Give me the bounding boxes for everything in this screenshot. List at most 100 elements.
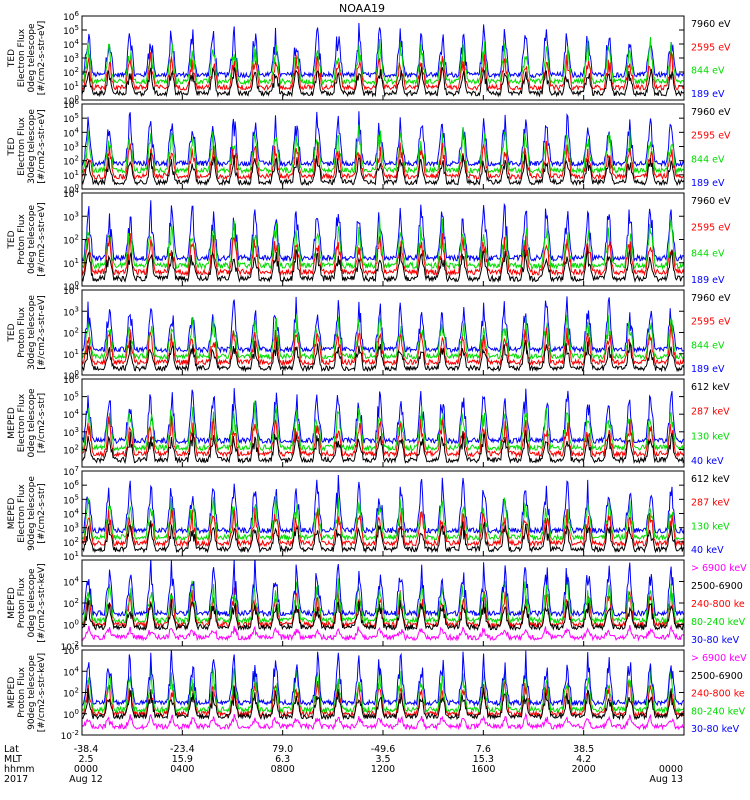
legend-item: 80-240 keV — [691, 617, 746, 628]
legend-item: 2595 eV — [691, 131, 731, 142]
y-tick-label: 102 — [63, 687, 79, 700]
panel-1-ylabel: TEDElectron Flux0deg telescope[#/cm2-s-s… — [7, 21, 47, 96]
x-tick-label: 2.5 — [78, 754, 93, 765]
y-tick-label: 100 — [63, 94, 79, 107]
y-tick-label: 105 — [63, 493, 79, 506]
legend-item: 7960 eV — [691, 196, 731, 207]
x-tick-label: 2000 — [572, 764, 596, 775]
y-tick-label: 103 — [63, 305, 79, 318]
y-tick-label: 102 — [63, 155, 79, 168]
x-tick-label: 4.2 — [576, 754, 591, 765]
panel-1-traces — [82, 22, 684, 98]
legend-item: 189 eV — [691, 178, 725, 189]
panel-4-traces — [82, 296, 684, 373]
y-tick-label: 103 — [63, 522, 79, 535]
series-green — [82, 400, 684, 453]
y-tick-label: 102 — [63, 536, 79, 549]
legend-item: 844 eV — [691, 340, 725, 351]
panel-2-traces — [82, 111, 684, 187]
y-tick-label: 106 — [63, 644, 79, 657]
legend-item: 7960 eV — [691, 107, 731, 118]
panel-2-ylabel: TEDElectron Flux30deg telescope[#/cm2-s-… — [7, 109, 47, 184]
legend-item: 2500-6900 — [691, 581, 743, 592]
y-tick-label: 106 — [63, 10, 79, 23]
series-blue — [82, 474, 684, 535]
chart-title: NOAA19 — [339, 2, 385, 15]
y-tick-label: 100 — [63, 280, 79, 293]
x-tick-label: 1600 — [471, 764, 495, 775]
series-blue — [82, 388, 684, 445]
y-tick-label: 104 — [63, 408, 79, 421]
legend-item: 30-80 keV — [691, 724, 740, 735]
x-tick-label: Aug 13 — [649, 774, 683, 785]
panel-7-traces — [82, 560, 684, 642]
legend-item: 2500-6900 — [691, 671, 743, 682]
series-green — [82, 664, 684, 714]
series-blue — [82, 111, 684, 168]
series-green — [82, 36, 684, 86]
panel-4: 100 101 102 103 104 TEDProton Flux30deg teles… — [7, 284, 731, 382]
series-blue — [82, 560, 684, 618]
y-tick-label: 102 — [63, 443, 79, 456]
series-blue — [82, 296, 684, 354]
panel-8-ylabel: MEPEDProton Flux90deg telescope[#/cm2-s-… — [7, 653, 47, 732]
panel-5: 102 103 104 105 106 MEPEDElectron Flux0deg te… — [7, 373, 730, 468]
legend-item: 40 keV — [691, 456, 724, 467]
legend-item: 189 eV — [691, 89, 725, 100]
series-black — [82, 430, 684, 465]
x-tick-label: 0800 — [271, 764, 295, 775]
panel-6-traces — [82, 474, 684, 554]
panel-5-ylabel: MEPEDElectron Flux0deg telescope[#/cm2-s… — [7, 388, 47, 458]
y-tick-label: 102 — [63, 66, 79, 79]
series-black — [82, 153, 684, 187]
legend-item: 844 eV — [691, 66, 725, 77]
x-tick-label: 15.3 — [473, 754, 494, 765]
x-tick-label: 79.0 — [272, 744, 293, 755]
panel-7-ylabel: MEPEDProton Flux0deg telescope[#/cm2-s-s… — [7, 563, 47, 642]
y-tick-label: 106 — [63, 479, 79, 492]
x-tick-label: 3.5 — [375, 754, 390, 765]
y-tick-label: 101 — [63, 257, 79, 270]
y-tick-label: 100 — [63, 183, 79, 196]
y-tick-label: 104 — [63, 187, 79, 200]
legend-item: 130 keV — [691, 521, 730, 532]
series-black — [82, 246, 684, 283]
y-tick-label: 101 — [63, 348, 79, 361]
legend-item: 80-240 keV — [691, 706, 746, 717]
series-red — [82, 51, 684, 92]
y-tick-label: 100 — [63, 369, 79, 382]
legend-item: 189 eV — [691, 364, 725, 375]
panel-8: 10-2 100 102 104 106 MEPEDProton Flux90deg te… — [7, 644, 747, 742]
y-tick-label: 104 — [63, 284, 79, 297]
legend-item: 612 keV — [691, 382, 730, 393]
series-black — [82, 520, 684, 554]
y-tick-label: 102 — [63, 327, 79, 340]
y-tick-label: 10-2 — [61, 729, 79, 742]
panel-3: 100 101 102 103 104 TEDProton Flux0deg telesc… — [7, 187, 731, 293]
y-tick-label: 102 — [63, 234, 79, 247]
legend-item: 844 eV — [691, 154, 725, 165]
x-tick-label: 1200 — [371, 764, 395, 775]
panel-5-traces — [82, 388, 684, 465]
series-red — [82, 507, 684, 548]
y-tick-label: 106 — [63, 98, 79, 111]
y-tick-label: 100 — [63, 619, 79, 632]
panel-7: 10-2 100 102 104 MEPEDProton Flux0deg telesc… — [7, 559, 747, 653]
y-tick-label: 100 — [63, 708, 79, 721]
x-tick-label: 7.6 — [476, 744, 491, 755]
x-tick-label: -38.4 — [74, 744, 99, 755]
y-tick-label: 104 — [63, 576, 79, 589]
series-black — [82, 597, 684, 632]
series-black — [82, 339, 684, 373]
panel-4-ylabel: TEDProton Flux30deg telescope[#/cm2-s-st… — [7, 295, 47, 370]
legend-item: 844 eV — [691, 249, 725, 260]
y-tick-label: 10-2 — [61, 640, 79, 653]
panel-3-traces — [82, 200, 684, 283]
y-tick-label: 106 — [63, 373, 79, 386]
legend-item: 240-800 ke — [691, 599, 745, 610]
legend-item: > 6900 keV — [691, 653, 747, 664]
panel-8-traces — [82, 650, 684, 731]
